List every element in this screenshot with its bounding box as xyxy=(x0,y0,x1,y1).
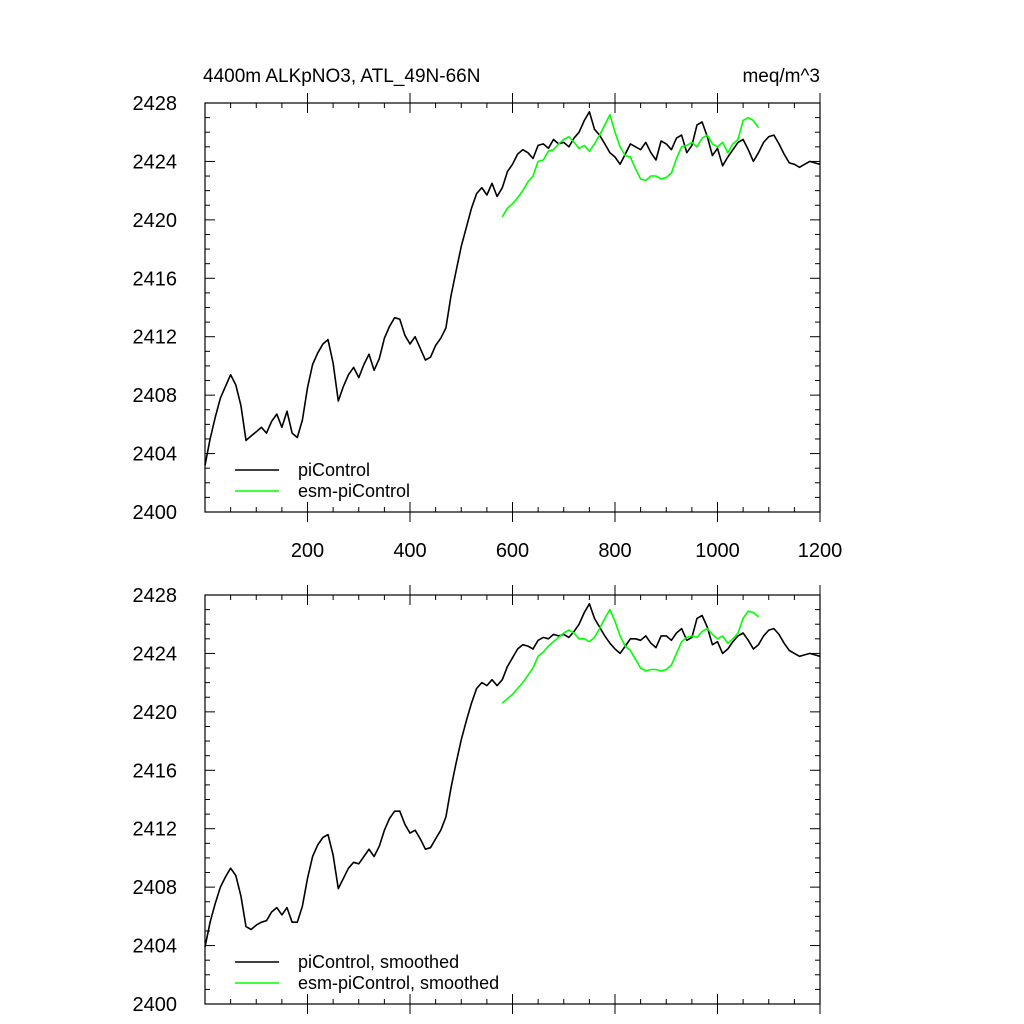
chart-title: 4400m ALKpNO3, ATL_49N-66N xyxy=(203,66,480,87)
y-tick-label: 2428 xyxy=(133,93,178,115)
y-tick-label: 2424 xyxy=(133,151,178,173)
legend-label: esm-piControl xyxy=(298,481,410,501)
series-line-picontrol-smoothed xyxy=(204,602,821,948)
legend-label: piControl xyxy=(298,460,370,480)
x-tick-label: 800 xyxy=(598,540,631,562)
legend-label: esm-piControl, smoothed xyxy=(298,973,499,993)
x-tick-label: 400 xyxy=(393,540,426,562)
y-tick-label: 2420 xyxy=(133,702,178,724)
chart-units: meq/m^3 xyxy=(742,66,820,87)
series-line-esm-picontrol-smoothed xyxy=(501,608,760,704)
y-tick-label: 2404 xyxy=(133,936,178,958)
y-tick-label: 2408 xyxy=(133,877,178,899)
y-tick-label: 2400 xyxy=(133,994,178,1016)
y-tick-label: 2424 xyxy=(133,643,178,665)
y-tick-label: 2408 xyxy=(133,385,178,407)
y-tick-label: 2404 xyxy=(133,444,178,466)
top-panel: 2400 2404 2408 2412 2416 2420 2424 2428 200 400 60… xyxy=(133,93,843,562)
x-tick-label: 1200 xyxy=(798,540,843,562)
bottom-panel: 2400 2404 2408 2412 2416 2420 2424 2428 piContro… xyxy=(133,585,821,1016)
series-line-esm-picontrol xyxy=(501,113,760,218)
y-tick-label: 2416 xyxy=(133,268,178,290)
y-tick-label: 2412 xyxy=(133,819,178,841)
legend-label: piControl, smoothed xyxy=(298,952,459,972)
y-tick-label: 2400 xyxy=(133,502,178,524)
y-tick-label: 2428 xyxy=(133,585,178,607)
y-tick-label: 2416 xyxy=(133,760,178,782)
series-line-picontrol xyxy=(204,111,821,466)
y-tick-label: 2420 xyxy=(133,210,178,232)
x-tick-label: 600 xyxy=(496,540,529,562)
x-tick-label: 1000 xyxy=(695,540,740,562)
y-tick-label: 2412 xyxy=(133,327,178,349)
x-tick-label: 200 xyxy=(291,540,324,562)
